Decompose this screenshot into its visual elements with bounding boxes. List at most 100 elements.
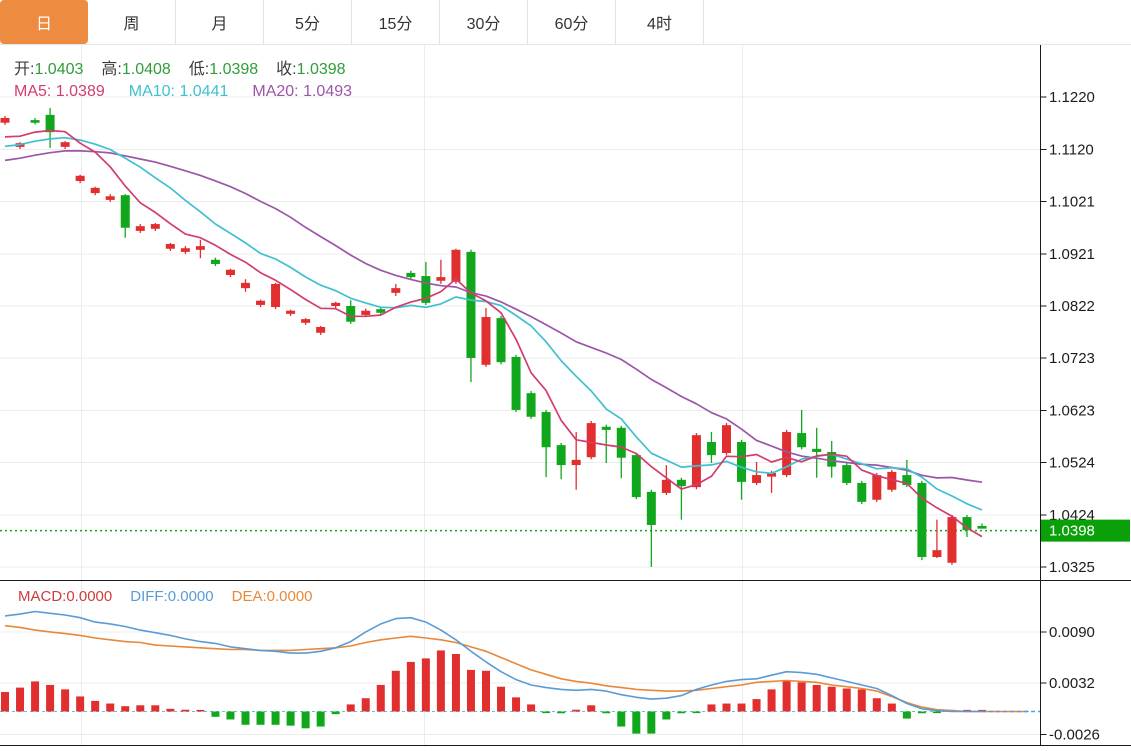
candle-body — [902, 475, 912, 486]
candle-body — [842, 465, 852, 483]
tab-30min[interactable]: 30分 — [440, 0, 528, 44]
macd-histogram-bar — [647, 711, 656, 734]
ma10-legend: MA10: 1.0441 — [128, 83, 229, 100]
macd-chart[interactable]: 0.0090 0.0032 -0.0026 — [0, 580, 1131, 751]
candle-body — [60, 142, 70, 147]
macd-histogram-bar — [256, 711, 265, 725]
macd-histogram-bar — [782, 680, 791, 712]
macd-histogram-bar — [406, 661, 415, 712]
candle-body — [721, 425, 731, 454]
candle-body — [150, 224, 160, 229]
macd-histogram-bar — [61, 689, 70, 712]
candlestick-chart[interactable]: 1.1220 1.1120 1.1021 1.0921 1.0822 1.0723 1.06… — [0, 45, 1131, 580]
candle-body — [676, 479, 686, 487]
candle-body — [646, 491, 656, 525]
low-label: 低: — [188, 61, 210, 78]
macd-histogram-bar — [151, 705, 160, 712]
diff-line — [4, 610, 982, 713]
tab-60min[interactable]: 60分 — [528, 0, 616, 44]
tab-15min[interactable]: 15分 — [352, 0, 440, 44]
price-tick-label: 1.0921 — [1049, 246, 1095, 263]
candle-body — [767, 472, 777, 477]
macd-histogram-bar — [1, 692, 9, 712]
candle-body — [571, 459, 581, 466]
macd-histogram-bar — [271, 711, 280, 725]
macd-value-legend: MACD:0.0000 — [18, 588, 113, 605]
candle-body — [391, 288, 401, 293]
candle-body — [917, 482, 927, 557]
candle-body — [436, 277, 446, 281]
macd-histogram-bar — [752, 699, 761, 712]
candle-body — [526, 393, 536, 417]
candle-body — [947, 517, 957, 563]
macd-histogram-bar — [466, 669, 475, 712]
ma5-line — [4, 129, 983, 538]
candle-body — [45, 114, 55, 133]
candle-body — [827, 451, 837, 467]
macd-histogram-bar — [887, 703, 896, 712]
open-label: 开: — [14, 61, 35, 78]
price-tick-label: 1.0524 — [1049, 454, 1095, 471]
candle-body — [90, 187, 100, 194]
macd-histogram-bar — [31, 681, 40, 712]
macd-histogram-bar — [692, 711, 701, 714]
candle-body — [180, 248, 190, 252]
candle-body — [616, 427, 626, 458]
macd-histogram-bar — [812, 684, 821, 712]
candle-body — [706, 441, 716, 456]
macd-histogram-bar — [737, 703, 746, 712]
dea-line — [4, 624, 982, 713]
candle-body — [631, 455, 641, 498]
candle-body — [286, 310, 296, 314]
candle-body — [586, 423, 596, 458]
candle-body — [511, 356, 521, 410]
candle-body — [421, 276, 431, 303]
price-tick-label: 1.1120 — [1049, 142, 1094, 159]
price-tick-label: 1.0623 — [1049, 402, 1095, 419]
macd-histogram-bar — [226, 711, 235, 720]
ma20-legend: MA20: 1.0493 — [252, 83, 353, 100]
macd-histogram-bar — [857, 689, 866, 712]
candle-body — [135, 226, 145, 231]
macd-histogram-bar — [602, 711, 611, 714]
tab-week[interactable]: 周 — [88, 0, 176, 44]
macd-histogram-bar — [16, 687, 25, 712]
macd-histogram-bar — [301, 711, 310, 729]
macd-histogram-bar — [557, 711, 566, 714]
macd-histogram-bar — [241, 711, 250, 725]
candle-body — [30, 120, 40, 123]
open-value: 1.0403 — [34, 61, 84, 78]
price-tick-label: 1.0325 — [1049, 559, 1095, 576]
macd-histogram-bar — [481, 670, 490, 712]
macd-histogram-bar — [46, 684, 55, 712]
candle-body — [256, 300, 266, 305]
tab-day[interactable]: 日 — [0, 0, 88, 44]
candle-body — [812, 448, 822, 452]
macd-tick-label: 0.0032 — [1049, 675, 1095, 692]
candle-body — [466, 251, 476, 358]
ma5-legend: MA5: 1.0389 — [14, 83, 105, 100]
candle-body — [797, 433, 807, 448]
tab-4hour[interactable]: 4时 — [616, 0, 704, 44]
candle-body — [75, 175, 85, 182]
macd-histogram-bar — [451, 653, 460, 712]
candle-body — [887, 471, 897, 490]
high-value: 1.0408 — [121, 61, 171, 78]
current-price-badge — [1041, 519, 1130, 542]
macd-tick-label: 0.0090 — [1049, 624, 1095, 641]
macd-histogram-bar — [376, 684, 385, 712]
macd-histogram-bar — [166, 708, 175, 712]
macd-tick-label: -0.0026 — [1049, 727, 1100, 744]
candle-body — [932, 550, 942, 557]
diff-value-legend: DIFF:0.0000 — [130, 588, 214, 605]
macd-histogram-bar — [932, 711, 941, 714]
macd-legend: MACD:0.0000 DIFF:0.0000 DEA:0.0000 — [18, 588, 331, 605]
candle-body — [752, 475, 762, 483]
tab-5min[interactable]: 5分 — [264, 0, 352, 44]
macd-histogram-bar — [572, 709, 581, 712]
macd-histogram-bar — [902, 711, 911, 719]
macd-histogram-bar — [632, 711, 641, 734]
macd-histogram-bar — [662, 711, 671, 720]
tab-month[interactable]: 月 — [176, 0, 264, 44]
